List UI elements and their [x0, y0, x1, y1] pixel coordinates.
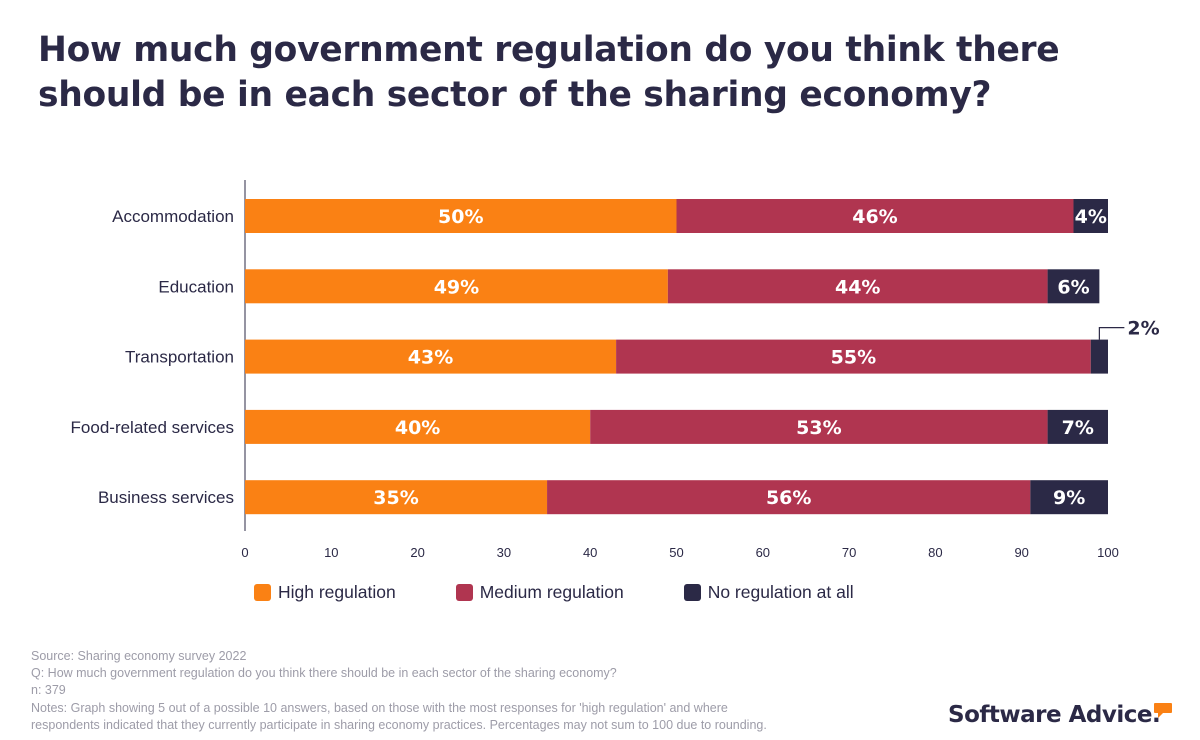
data-label: 44% [835, 276, 880, 298]
data-label: 6% [1057, 276, 1089, 298]
category-label: Education [158, 277, 234, 296]
data-label: 40% [395, 417, 440, 439]
bar-segment [1073, 199, 1108, 233]
source-note: Source: Sharing economy survey 2022 [31, 649, 247, 663]
chart-title: How much government regulation do you th… [38, 30, 1060, 115]
legend-swatch-medium [455, 584, 473, 601]
question-note: Q: How much government regulation do you… [31, 666, 617, 681]
bar-segment [1030, 480, 1108, 515]
leader-line [1098, 327, 1125, 340]
bar-segment [245, 339, 617, 374]
category-label: Accommodation [112, 207, 234, 226]
x-tick-label: 20 [410, 545, 424, 560]
x-tick-label: 90 [1014, 545, 1028, 560]
legend-swatch-high [254, 584, 271, 601]
data-label: 9% [1053, 487, 1085, 509]
bar-segment [590, 409, 1048, 444]
bar-segment [676, 199, 1074, 233]
data-label: 43% [408, 347, 453, 369]
bar-segment [667, 269, 1048, 304]
category-label: Transportation [125, 348, 234, 367]
bar-segment [1047, 409, 1108, 444]
bar-segment [1047, 269, 1100, 304]
bar-segment [245, 199, 677, 233]
sample-size-note: n: 379 [31, 683, 66, 698]
category-label: Food-related services [71, 418, 234, 437]
x-tick-label: 0 [241, 545, 248, 560]
legend-label-none: No regulation at all [707, 582, 854, 602]
data-label: 46% [852, 206, 897, 228]
data-label: 7% [1062, 417, 1094, 439]
footnotes: Source: Sharing economy survey 2022 Q: H… [31, 648, 891, 734]
notes-line-1: Notes: Graph showing 5 out of a possible… [31, 700, 728, 715]
x-tick-label: 80 [928, 545, 942, 560]
x-tick-label: 10 [324, 545, 338, 560]
legend-item-high: High regulation [254, 582, 396, 603]
bar-segment [547, 480, 1031, 515]
data-label: 49% [434, 276, 479, 298]
bar-segment [616, 339, 1091, 374]
legend-swatch-none [683, 584, 701, 601]
notes-line-2: respondents indicated that they currentl… [31, 717, 767, 732]
bar-segment [1090, 339, 1108, 374]
data-label: 4% [1075, 206, 1107, 228]
data-label: 35% [373, 487, 418, 509]
x-tick-label: 40 [583, 545, 597, 560]
bar-segment [245, 409, 591, 444]
bar-segment [245, 269, 668, 304]
legend-item-none: No regulation at all [683, 582, 854, 603]
data-label: 56% [766, 487, 811, 509]
speech-bubble-icon [1154, 703, 1172, 718]
data-label: 50% [438, 206, 483, 228]
data-label: 55% [831, 347, 876, 369]
x-tick-label: 70 [842, 545, 856, 560]
legend-label-medium: Medium regulation [479, 582, 624, 602]
brand-logo: Software Advice. [948, 702, 1161, 728]
legend-item-medium: Medium regulation [455, 582, 624, 603]
legend: High regulation Medium regulation No reg… [254, 582, 914, 603]
category-label: Business services [98, 488, 234, 507]
data-label: 53% [796, 417, 841, 439]
legend-label-high: High regulation [278, 582, 396, 602]
x-tick-label: 100 [1097, 545, 1119, 560]
bar-segment [245, 480, 548, 515]
x-tick-label: 30 [497, 545, 511, 560]
x-tick-label: 60 [756, 545, 770, 560]
data-label: 2% [1127, 318, 1159, 340]
x-tick-label: 50 [669, 545, 683, 560]
